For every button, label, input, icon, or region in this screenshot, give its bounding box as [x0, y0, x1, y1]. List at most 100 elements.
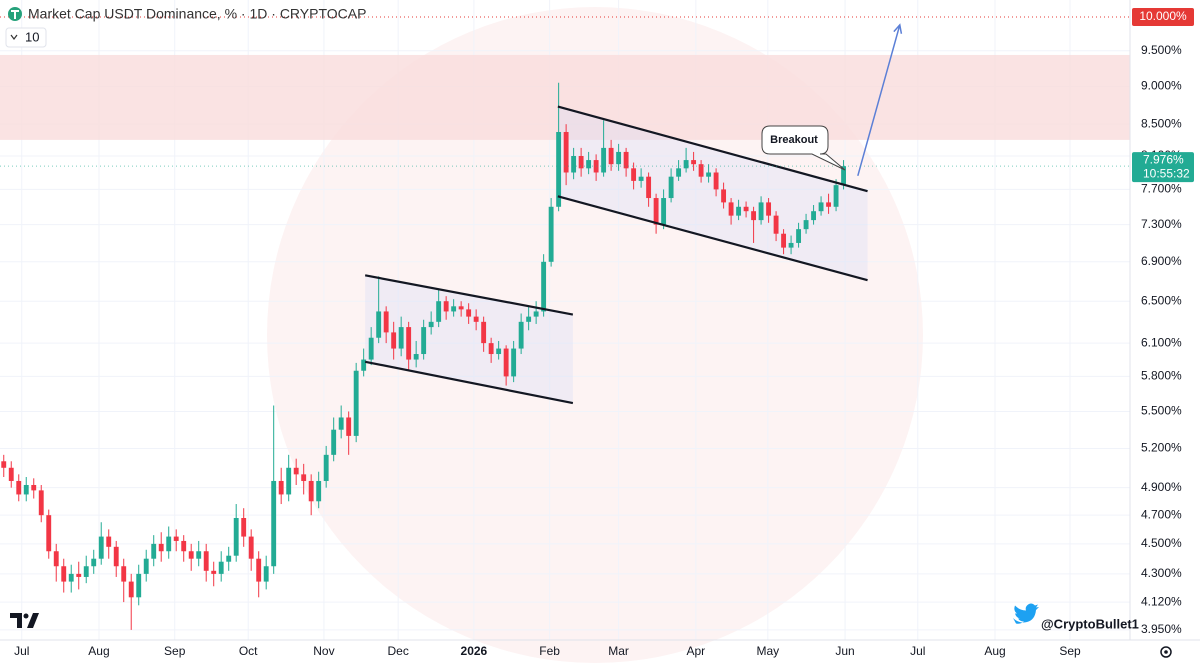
target-label-box: [1132, 7, 1194, 26]
candle-body: [338, 417, 344, 430]
candle-body: [533, 311, 539, 317]
candle-body: [61, 566, 67, 582]
candle-body: [196, 551, 202, 559]
candle-body: [803, 220, 809, 230]
annotation-text: Breakout: [770, 134, 818, 146]
candle-body: [458, 306, 464, 310]
resistance-zone: [0, 54, 1130, 140]
candle-body: [758, 202, 764, 221]
candle-body: [218, 561, 224, 574]
candle-body: [286, 467, 292, 495]
candle-body: [113, 546, 119, 567]
candle-body: [563, 131, 569, 173]
x-tick-label: Oct: [239, 644, 258, 658]
candle-body: [713, 172, 719, 190]
candle-body: [181, 540, 187, 552]
gear[interactable]: [1160, 646, 1172, 658]
candle-body: [136, 573, 142, 598]
x-tick-label: Mar: [608, 644, 629, 658]
arrow-head: [893, 23, 903, 34]
candle-body: [8, 467, 14, 481]
candle-body: [241, 517, 247, 537]
axes: 3.950% 4.120% 4.300% 4.500% 4.700% 4.900% 5.20…: [14, 7, 1194, 658]
candle-body: [841, 166, 847, 186]
settings-icon[interactable]: [1160, 646, 1172, 658]
candle-body: [368, 337, 374, 360]
candle-body: [811, 211, 817, 221]
candle-body: [683, 160, 689, 169]
y-tick-label: 5.200%: [1141, 441, 1182, 455]
candle-body: [638, 176, 644, 181]
candle-body: [773, 215, 779, 234]
candle-body: [766, 202, 772, 216]
candle-body: [383, 311, 389, 333]
indicator-chip[interactable]: [5, 27, 47, 48]
candle-body: [503, 348, 509, 377]
candle-body: [601, 147, 607, 173]
last-price-box: [1132, 152, 1194, 183]
x-tick-label: Aug: [984, 644, 1005, 658]
candle-body: [53, 551, 59, 567]
candle-body: [623, 151, 629, 169]
candle-body: [428, 321, 434, 328]
y-tick-label: 5.500%: [1141, 404, 1182, 418]
candle-body: [376, 311, 382, 338]
candle-body: [188, 551, 194, 559]
candle-body: [308, 480, 314, 502]
candle-body: [781, 233, 787, 248]
x-tick-label: Feb: [539, 644, 560, 658]
candle-body: [46, 515, 52, 552]
header: Market Cap USDT Dominance, % · 1D · CRYP…: [5, 6, 366, 48]
countdown: 10:55:32: [1143, 166, 1190, 180]
y-tick-label: 4.500%: [1141, 536, 1182, 550]
annotation: Breakout: [761, 125, 846, 171]
candle-body: [361, 359, 367, 371]
candle-body: [256, 558, 262, 582]
trend-line: [557, 105, 868, 193]
y-tick-label: 6.500%: [1141, 293, 1182, 307]
candle-body: [473, 316, 479, 322]
candle-body: [796, 229, 802, 243]
zones: [0, 54, 1130, 140]
candle-body: [353, 370, 359, 436]
x-tick-label: Jun: [835, 644, 854, 658]
symbol-icon-glyph: [11, 10, 19, 19]
candle-body: [278, 480, 284, 495]
candle-body: [488, 343, 494, 355]
candle-body: [548, 206, 554, 262]
candle-body: [106, 536, 112, 547]
candle-body: [38, 490, 44, 516]
candle-body: [571, 155, 577, 173]
gear-center: [1164, 650, 1168, 654]
candle-body: [451, 306, 457, 312]
candle-body: [691, 160, 697, 165]
candle-body: [83, 566, 89, 577]
candle-body: [76, 573, 82, 577]
x-tick-label: 2026: [461, 644, 488, 658]
candle-body: [68, 573, 74, 582]
candle-body: [751, 211, 757, 221]
candle-body: [661, 198, 667, 225]
candle-body: [128, 581, 134, 598]
candle-body: [158, 543, 164, 552]
callout-box: [761, 125, 846, 171]
candle-body: [316, 480, 322, 502]
candle-body: [728, 202, 734, 216]
candle-body: [391, 332, 397, 349]
y-tick-label: 7.700%: [1141, 182, 1182, 196]
chart-title: Market Cap USDT Dominance, % · 1D · CRYP…: [28, 6, 366, 22]
trend-line: [364, 274, 574, 316]
candle-body: [406, 327, 412, 360]
y-tick-label: 4.700%: [1141, 507, 1182, 521]
x-tick-label: Sep: [164, 644, 186, 658]
candle-body: [788, 242, 794, 248]
y-tick-label: 9.500%: [1141, 43, 1182, 57]
tv-logo-mark: [10, 613, 39, 628]
x-tick-label: Sep: [1059, 644, 1081, 658]
candle-body: [413, 354, 419, 360]
candle-body: [173, 536, 179, 541]
candle-body: [16, 480, 22, 495]
candle-body: [436, 301, 442, 322]
last-price-label: 7.976%: [1143, 152, 1184, 166]
candle-body: [443, 301, 449, 312]
